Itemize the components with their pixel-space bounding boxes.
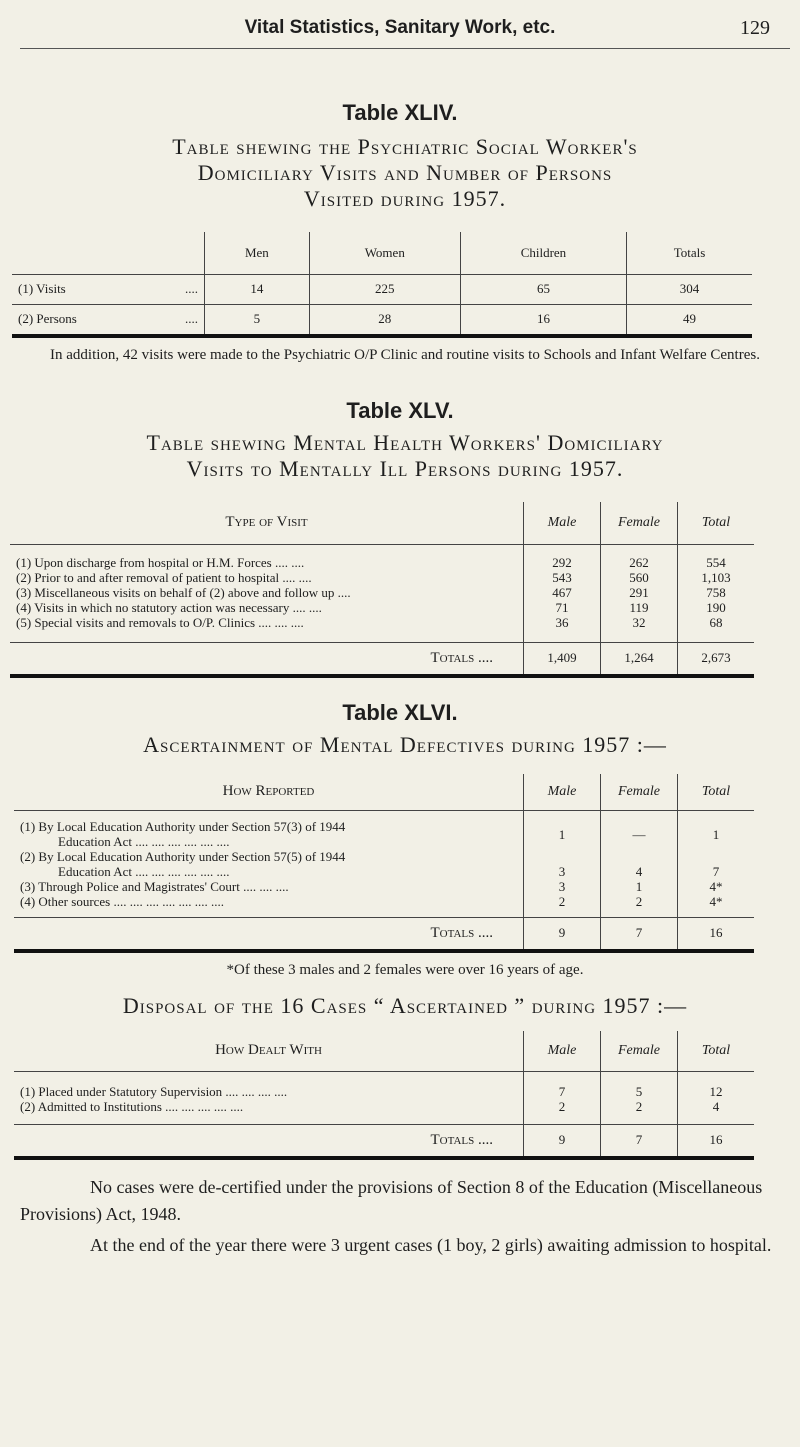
row-label: (3) Through Police and Magistrates' Cour… [20,878,289,894]
row-label: (2) Prior to and after removal of patien… [16,569,312,585]
row-label-continuation: Education Act .... .... .... .... .... .… [58,833,230,849]
male-column: 292 543 467 71 36 [523,544,601,642]
row-label: (4) Visits in which no statutory action … [16,599,322,615]
row-label: (2) By Local Education Authority under S… [20,848,346,864]
cell: 28 [308,304,461,336]
col-header: Total [677,502,754,544]
running-title: Vital Statistics, Sanitary Work, etc. [244,17,556,38]
row-label: (2) Admitted to Institutions .... .... .… [20,1098,244,1114]
row-label: (5) Special visits and removals to O/P. … [16,614,304,630]
row-label: (1) Upon discharge from hospital or H.M.… [16,554,305,570]
page-number: 129 [740,17,770,39]
title-line: Visits to Mentally Ill Persons during 19… [186,456,624,481]
col-header: Female [600,502,678,544]
col-header: Male [523,774,601,810]
row-label: (1) Placed under Statutory Supervision .… [20,1083,288,1099]
totals-row: Totals .... 1,409 1,264 2,673 [10,642,754,676]
title-line: Domiciliary Visits and Number of Persons [197,160,613,185]
table-body: (1) Placed under Statutory Supervision .… [14,1071,754,1124]
table-45: Type of Visit Male Female Total (1) Upon… [10,502,754,678]
row-label: (2) Persons .... [18,311,198,327]
table-44-label: Table XLIV. [342,100,458,125]
cell: 49 [626,304,752,336]
title-line: Table shewing Mental Health Workers' Dom… [146,430,664,455]
col-header: Male [523,502,601,544]
totals-row: Totals .... 9 7 16 [14,917,754,951]
header-rule [20,48,790,49]
paragraph: At the end of the year there were 3 urge… [90,1235,772,1255]
totals-row: Totals .... 9 7 16 [14,1124,754,1158]
title-line: Table shewing the Psychiatric Social Wor… [172,134,638,159]
table-body: (1) Upon discharge from hospital or H.M.… [10,544,754,642]
table-44: Men Women Children Totals (1) Visits ...… [12,232,752,338]
title-line: Visited during 1957. [303,186,507,211]
cell: 14 [204,274,310,304]
female-column: —4 1 2 [600,810,678,917]
row-label: (1) Visits .... [18,281,198,296]
col-header: Female [600,774,678,810]
total-column: 1 7 4* 4* [677,810,754,917]
cell: 5 [204,304,310,336]
disposal-table: How Dealt With Male Female Total (1) Pla… [14,1031,754,1160]
cell: 16 [459,304,627,336]
table-44-title: Table shewing the Psychiatric Social Wor… [20,134,790,212]
col-header: Children [459,232,627,274]
col-header: Female [600,1031,678,1071]
row-label: (1) By Local Education Authority under S… [20,818,346,834]
col-header: Totals [626,232,752,274]
table-46: How Reported Male Female Total (1) By Lo… [14,774,754,953]
row-label-continuation: Education Act .... .... .... .... .... .… [58,863,230,879]
col-header: Total [677,774,754,810]
table-45-title: Table shewing Mental Health Workers' Dom… [20,430,790,482]
table-row: (1) Visits .... 14 225 65 304 [12,274,752,304]
table-46-footnote: *Of these 3 males and 2 females were ove… [226,962,584,978]
col-header: Total [677,1031,754,1071]
col-header: Male [523,1031,601,1071]
table-46-label: Table XLVI. [342,700,458,725]
col-header: Type of Visit [225,514,308,531]
table-44-note: In addition, 42 visits were made to the … [50,347,760,363]
cell: 65 [459,274,627,304]
col-header: Men [204,232,310,274]
row-label: (3) Miscellaneous visits on behalf of (2… [16,584,351,600]
table-45-label: Table XLV. [346,398,454,423]
female-column: 262 560 291 119 32 [600,544,678,642]
paragraph: No cases were de-certified under the pro… [20,1177,763,1224]
disposal-title: Disposal of the 16 Cases “ Ascertained ”… [122,993,688,1018]
table-row: (2) Persons .... 5 28 16 49 [12,304,752,336]
col-header: Women [308,232,461,274]
table-46-title: Ascertainment of Mental Defectives durin… [143,732,667,757]
table-body: (1) By Local Education Authority under S… [14,810,754,917]
col-header: How Dealt With [215,1042,322,1059]
total-column: 12 4 [677,1071,754,1124]
cell: 225 [308,274,461,304]
col-header: How Reported [222,783,315,800]
cell: 304 [626,274,752,304]
page-body: Table XLIV. Table shewing the Psychiatri… [0,100,800,1259]
row-label: (4) Other sources .... .... .... .... ..… [20,893,224,909]
total-column: 554 1,103 758 190 68 [677,544,754,642]
